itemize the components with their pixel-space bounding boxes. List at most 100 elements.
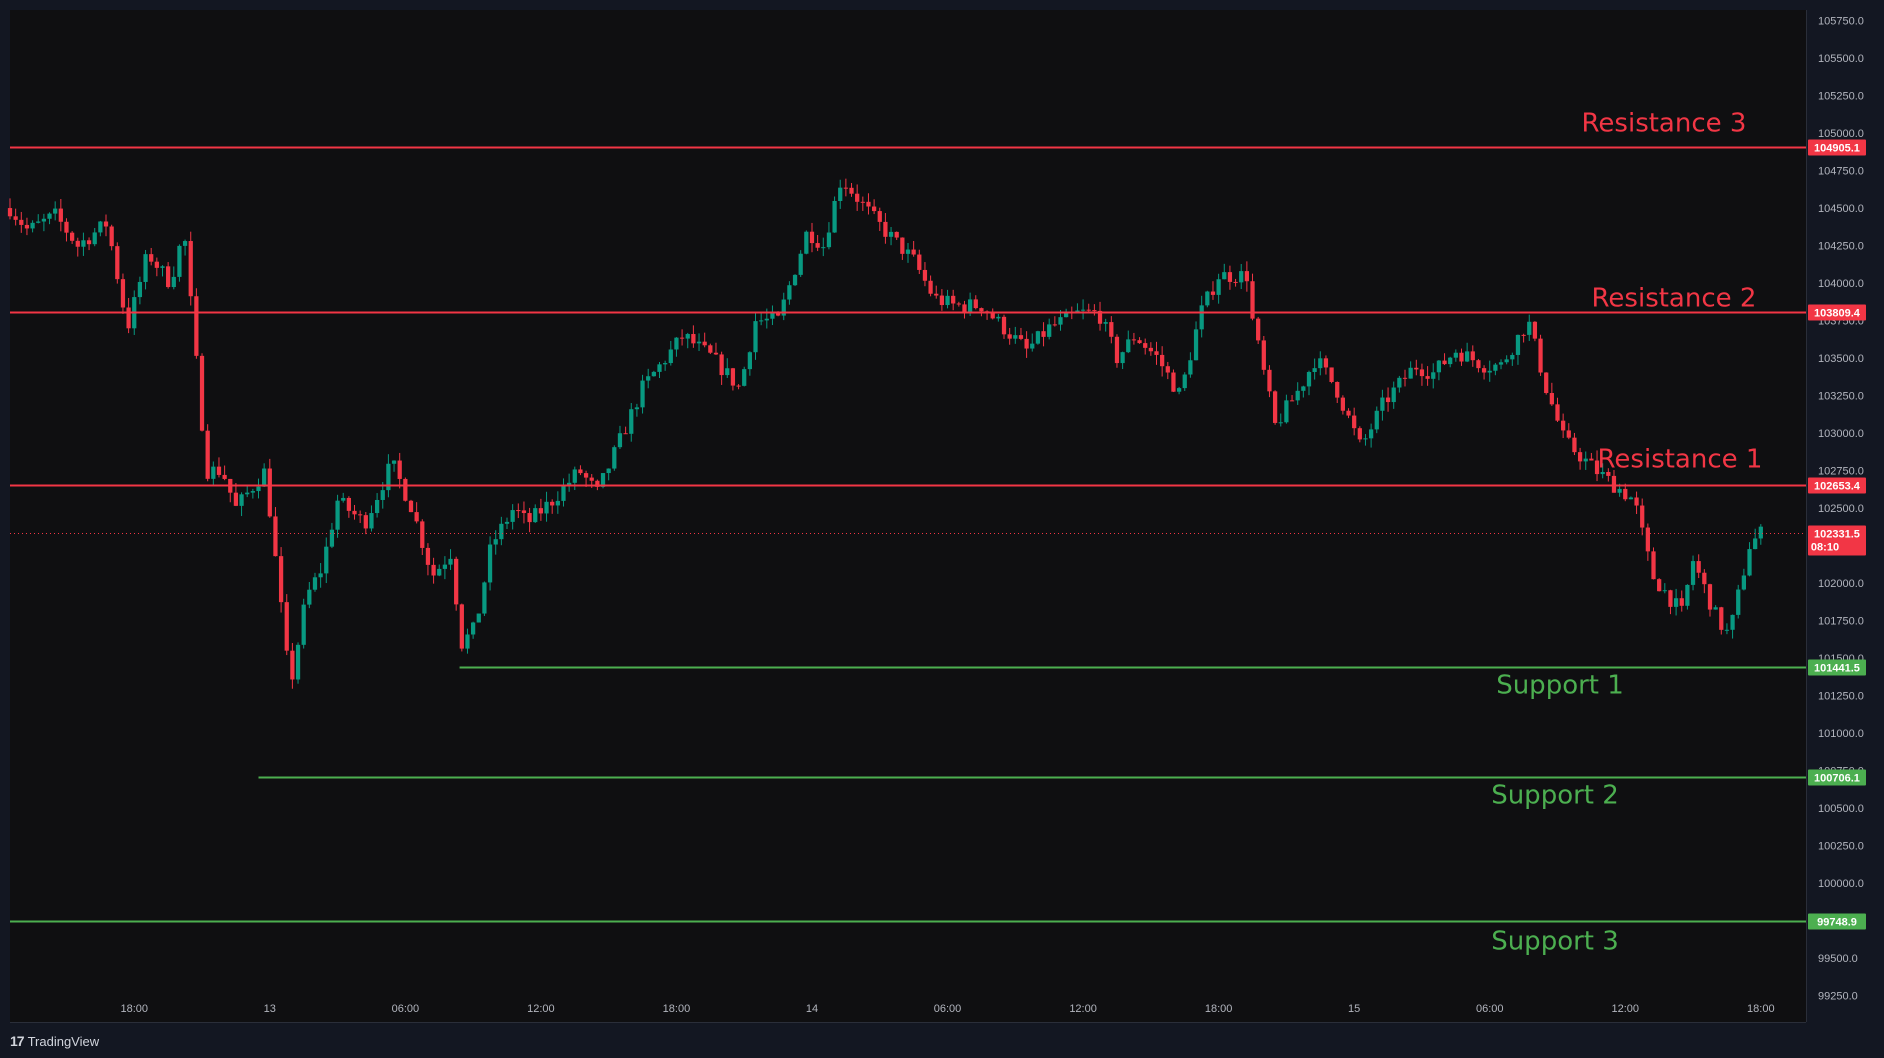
candle-body [759,320,764,322]
candle-body [1052,324,1057,326]
price-axis-label: 100000.0 [1818,878,1864,890]
candle-body [414,512,419,522]
time-axis[interactable]: 18:00 13 06:00 12:00 18:00 14 06:00 12:00 18:00 1… [120,1003,1774,1015]
candle-body [290,650,295,680]
candle-body [1459,352,1464,362]
candle-body [781,299,786,316]
candle-body [1657,579,1662,592]
time-axis-label: 06:00 [1476,1003,1504,1015]
candle-body [1465,351,1470,362]
candle-body [58,208,63,222]
candle-body [199,355,205,431]
candle-body [753,321,758,353]
tradingview-name: TradingView [27,1033,100,1049]
candle-body [1323,358,1329,368]
candle-body [1600,472,1605,475]
candle-body [1340,397,1346,411]
candle-body [792,274,798,286]
candle-body [1058,317,1063,325]
candle-body [1380,397,1385,411]
candle-body [1425,376,1430,379]
candle-body [239,494,244,506]
candle-body [951,295,956,304]
price-axis-label: 100250.0 [1818,841,1864,853]
candle-body [911,249,916,255]
candle-body [595,480,600,487]
candle-body [30,222,35,229]
candle-body [1431,372,1436,379]
candle-body [408,500,414,513]
candle-body [578,469,583,474]
price-axis-label: 105000.0 [1818,128,1864,140]
candle-body [380,490,385,500]
candle-body [126,307,131,329]
candle-body [324,546,329,574]
candle-body [764,318,769,321]
candle-body [149,254,154,262]
price-axis-label: 100500.0 [1818,803,1864,815]
tradingview-branding[interactable]: 17 TradingView [10,1032,99,1050]
candle-body [1561,420,1566,431]
candle-body [583,473,589,478]
candle-body [555,500,560,506]
candle-body [1233,281,1238,283]
candle-body [437,568,442,576]
price-axis-label: 104000.0 [1818,278,1864,290]
time-axis-label: 14 [806,1003,818,1015]
candle-body [651,371,656,377]
candle-body [1148,347,1153,352]
level-label: Resistance 2 [1592,284,1757,314]
candle-body [1611,475,1617,493]
level-label: Support 3 [1491,927,1619,957]
candle-body [612,447,617,469]
level-label: Resistance 3 [1582,109,1747,139]
candle-body [821,247,826,249]
price-axis-label: 102000.0 [1818,578,1864,590]
candle-body [1640,505,1645,528]
candle-body [685,334,690,339]
candle-body [679,337,685,339]
candle-body [572,469,577,483]
tradingview-logo-icon: 17 [10,1033,25,1049]
candle-body [1154,351,1159,355]
candle-body [623,433,628,435]
candle-body [470,622,476,635]
candle-body [968,299,973,312]
candle-body [1510,354,1515,360]
candle-body [1137,340,1142,344]
candle-body [1047,324,1052,337]
candle-body [696,341,702,344]
candle-body [747,352,752,370]
candle-body [606,468,611,474]
level-price-tag [1808,477,1866,494]
candle-body [832,201,837,233]
candle-body [1126,339,1131,353]
candle-body [1606,472,1611,476]
candle-body [1205,291,1210,306]
candle-body [600,473,606,487]
plot-area[interactable] [10,10,1806,1022]
candle-body [1318,358,1323,369]
candle-body [1301,386,1306,391]
candle-body [1182,374,1187,389]
candle-body [1216,279,1221,295]
candle-body [1515,334,1521,355]
price-axis-label: 99250.0 [1818,991,1858,1003]
candle-body [1476,360,1481,369]
candle-body [849,187,854,194]
candlestick-series [7,178,1763,689]
candle-body [75,240,80,247]
candle-body [1673,598,1679,607]
candle-body [1724,629,1730,631]
candle-body [1374,410,1379,430]
candle-body [866,201,871,207]
candle-body [86,240,92,245]
candle-body [1730,614,1735,630]
candle-body [691,334,696,344]
candle-body [973,299,978,309]
candle-body [990,313,995,319]
candle-body [1312,368,1317,373]
candle-body [278,556,284,603]
candle-body [1481,368,1487,373]
